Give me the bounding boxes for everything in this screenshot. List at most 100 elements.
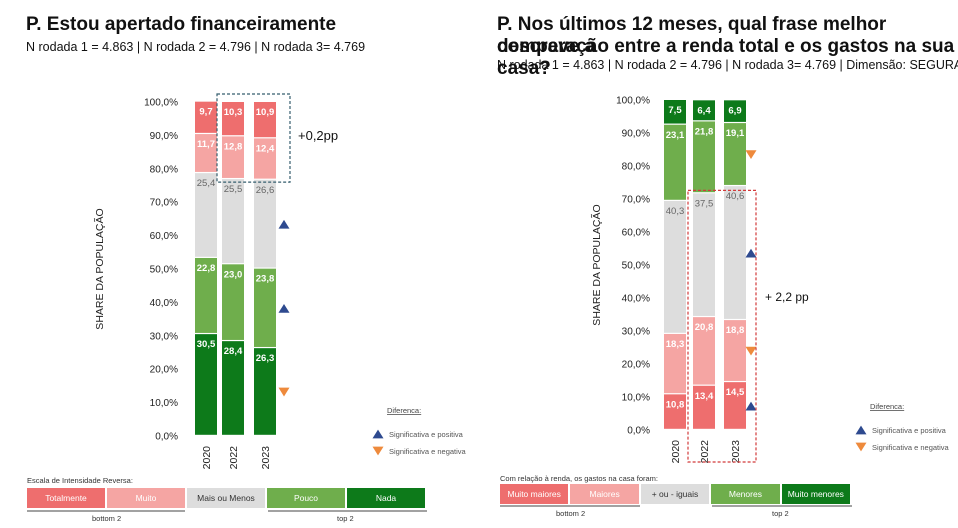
left-data-label: 25,4	[197, 178, 216, 189]
right-diff-legend-positive: Significativa e positiva	[872, 426, 947, 435]
right-ytick-label: 50,0%	[622, 261, 650, 272]
left-data-label: 10,9	[256, 107, 275, 118]
right-sig-down-marker	[745, 150, 757, 160]
left-data-label: 23,8	[256, 274, 275, 285]
right-bar-2020-maiores	[664, 333, 686, 394]
left-bar-2020-pouco	[195, 257, 217, 333]
left-ytick-label: 90,0%	[150, 131, 178, 142]
right-bar-2022-muito-maiores	[693, 385, 715, 429]
left-data-label: 12,4	[256, 143, 275, 154]
left-data-label: 10,3	[224, 107, 243, 118]
right-bar-2022-ou-iguais	[693, 193, 715, 316]
left-data-label: 23,0	[224, 269, 243, 280]
left-bar-2023-muito	[254, 138, 276, 179]
right-ylabel: SHARE DA POPULAÇÃO	[590, 204, 603, 325]
left-sig-up-marker	[278, 304, 290, 313]
left-bar-2020-mais-ou-menos	[195, 173, 217, 257]
right-data-label: 10,8	[666, 399, 685, 410]
left-bottom2-label: bottom 2	[92, 514, 122, 523]
left-diff-legend-positive: Significativa e positiva	[389, 430, 464, 439]
right-diff-legend-down-marker	[855, 442, 867, 452]
left-data-label: 11,7	[197, 139, 215, 150]
right-category-label: 2020	[670, 440, 682, 464]
right-chart-title-line1: P. Nos últimos 12 meses, qual frase melh…	[497, 14, 887, 57]
left-bar-2023-mais-ou-menos	[254, 179, 276, 268]
right-bar-2023-menores	[724, 123, 746, 185]
right-data-label: 40,3	[666, 206, 685, 217]
left-data-label: 22,8	[197, 263, 216, 274]
right-bar-2023-muito-menores	[724, 100, 746, 122]
right-data-label: 7,5	[668, 105, 682, 116]
left-sig-down-marker	[278, 387, 290, 397]
right-ytick-label: 90,0%	[622, 129, 650, 140]
left-bar-2022-muito	[222, 136, 244, 178]
right-data-label: 19,1	[726, 128, 745, 139]
left-scale-bar: Totalmente Muito Mais ou Menos Pouco Nad…	[27, 488, 427, 508]
right-chart-subtitle: N rodada 1 = 4.863 | N rodada 2 = 4.796 …	[497, 58, 958, 72]
left-ytick-label: 30,0%	[150, 331, 178, 342]
right-data-label: 6,9	[728, 105, 741, 116]
right-top2-label: top 2	[772, 509, 789, 518]
left-diff-legend-down-marker	[372, 446, 384, 456]
left-bar-2023-totalmente	[254, 102, 276, 138]
left-bar-2020-totalmente	[195, 101, 217, 133]
right-ytick-label: 100,0%	[616, 96, 650, 107]
right-ytick-label: 70,0%	[622, 195, 650, 206]
right-diff-legend-negative: Significativa e negativa	[872, 443, 950, 452]
left-data-label: 26,3	[256, 353, 275, 364]
left-ytick-label: 40,0%	[150, 298, 178, 309]
left-annotation: +0,2pp	[298, 128, 338, 143]
right-data-label: 18,3	[666, 339, 685, 350]
left-diff-legend-title: Diferenca:	[387, 406, 421, 415]
left-ytick-label: 50,0%	[150, 265, 178, 276]
right-bar-2020-menores	[664, 124, 686, 200]
right-scale-iguais: + ou - iguais	[640, 484, 710, 504]
right-sig-down-marker	[745, 346, 757, 356]
left-data-label: 30,5	[197, 339, 216, 350]
right-data-label: 14,5	[726, 387, 745, 398]
right-ytick-label: 20,0%	[622, 360, 650, 371]
left-chart-title: P. Estou apertado financeiramente	[26, 14, 337, 35]
right-bar-2020-muito-maiores	[664, 394, 686, 429]
left-ytick-label: 70,0%	[150, 198, 178, 209]
left-category-label: 2022	[228, 446, 240, 470]
right-data-label: 6,4	[697, 105, 711, 116]
left-bar-2022-pouco	[222, 264, 244, 340]
right-category-label: 2022	[699, 440, 711, 464]
left-bar-2022-mais-ou-menos	[222, 179, 244, 264]
right-bar-2023-maiores	[724, 320, 746, 381]
left-chart-subtitle: N rodada 1 = 4.863 | N rodada 2 = 4.796 …	[26, 40, 366, 54]
right-bar-2023-ou-iguais	[724, 186, 746, 319]
right-ytick-label: 0,0%	[627, 426, 650, 437]
right-data-label: 23,1	[666, 130, 685, 141]
right-data-label: 21,8	[695, 126, 714, 137]
left-scale-nada: Nada	[347, 488, 425, 508]
right-scale-maiores: Maiores	[570, 484, 639, 504]
right-diff-legend-up-marker	[855, 425, 867, 435]
left-ytick-label: 60,0%	[150, 231, 178, 242]
left-ytick-label: 0,0%	[155, 432, 178, 443]
left-highlight-box	[216, 93, 291, 183]
right-bar-2022-menores	[693, 121, 715, 193]
left-category-label: 2023	[260, 446, 272, 470]
left-bar-2022-nada	[222, 341, 244, 435]
right-ytick-label: 40,0%	[622, 294, 650, 305]
right-data-label: 18,8	[726, 325, 745, 336]
left-ytick-label: 100,0%	[144, 98, 178, 109]
left-scale-title: Escala de Intensidade Reversa:	[27, 476, 133, 485]
right-chart-title-line2: comparação entre a renda total e os gast…	[497, 36, 955, 79]
left-scale-mais-ou-menos: Mais ou Menos	[187, 488, 265, 508]
right-bar-2022-maiores	[693, 317, 715, 385]
right-scale-menores: Menores	[711, 484, 780, 504]
right-scale-title: Com relação à renda, os gastos na casa f…	[500, 474, 658, 483]
right-category-label: 2023	[730, 440, 742, 464]
left-category-label: 2020	[201, 446, 213, 470]
left-bar-2020-muito	[195, 134, 217, 172]
right-sig-up-marker	[745, 248, 757, 258]
right-data-label: 40,6	[726, 191, 745, 202]
left-data-label: 28,4	[224, 346, 243, 357]
left-scale-totalmente: Totalmente	[27, 488, 105, 508]
right-bar-2023-muito-maiores	[724, 382, 746, 429]
left-top2-label: top 2	[337, 514, 354, 523]
